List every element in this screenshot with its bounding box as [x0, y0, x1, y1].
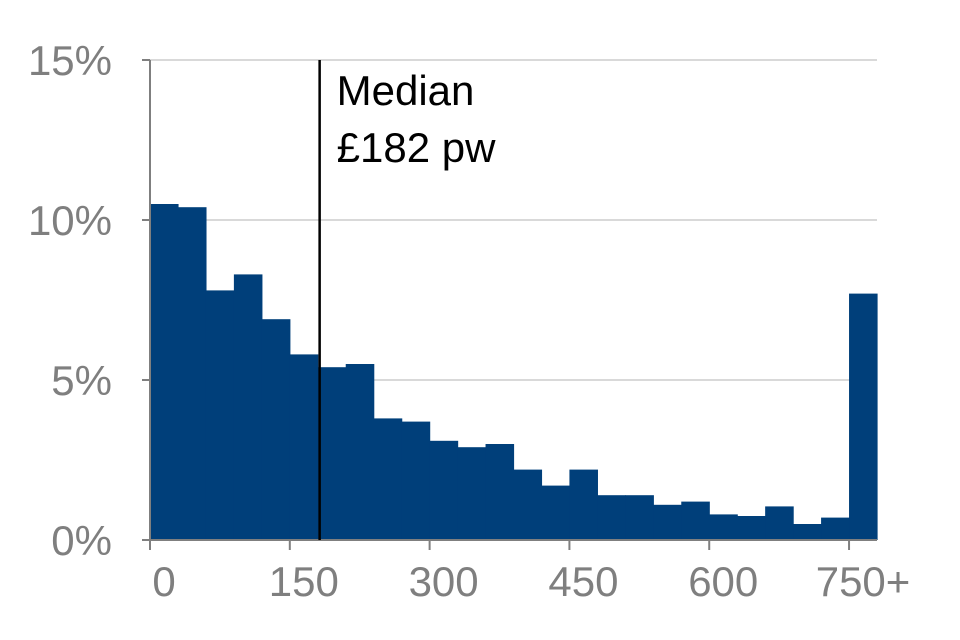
histogram-bar: [401, 421, 431, 540]
y-tick-label: 10%: [28, 197, 112, 244]
histogram-bars: [150, 204, 878, 540]
y-axis-tick-labels: 0% 5% 10% 15%: [28, 37, 112, 564]
y-tick-label: 0%: [51, 517, 112, 564]
x-tick-label: 150: [269, 558, 339, 605]
x-axis-tick-labels: 0 150 300 450 600 750+: [152, 558, 910, 605]
x-tick-label: 300: [409, 558, 479, 605]
histogram-bar: [653, 504, 682, 540]
histogram-bar: [793, 524, 822, 540]
median-label-value: £182 pw: [337, 124, 496, 171]
histogram-bar: [737, 516, 766, 540]
median-annotation: Median £182 pw: [318, 60, 496, 540]
histogram-bar: [625, 495, 654, 540]
y-tick-label: 5%: [51, 357, 112, 404]
histogram-bar: [765, 506, 794, 540]
histogram-bar: [569, 469, 598, 540]
x-tick-label: 0: [152, 558, 175, 605]
histogram-bar: [289, 354, 319, 540]
histogram-bar: [681, 501, 710, 540]
histogram-bar: [597, 495, 626, 540]
histogram-bar: [457, 447, 487, 540]
histogram-bar: [177, 207, 207, 540]
histogram-bar: [150, 204, 179, 540]
histogram-bar: [541, 485, 571, 540]
histogram-bar: [373, 418, 403, 540]
histogram-bar: [513, 469, 543, 540]
x-tick-label: 450: [548, 558, 618, 605]
histogram-bar: [485, 444, 515, 540]
histogram-bar: [317, 367, 347, 540]
x-tick-label: 750+: [816, 558, 911, 605]
histogram-bar: [205, 290, 235, 540]
histogram-bar: [261, 319, 291, 540]
axes: [142, 59, 877, 550]
histogram-bar: [345, 364, 375, 540]
y-tick-label: 15%: [28, 37, 112, 84]
histogram-bar: [821, 517, 850, 540]
x-tick-label: 600: [688, 558, 758, 605]
histogram-bar: [233, 274, 263, 540]
histogram-bar: [709, 514, 738, 540]
histogram-bar: [429, 440, 459, 540]
median-label-title: Median: [337, 67, 475, 114]
histogram-bar: [849, 293, 878, 540]
